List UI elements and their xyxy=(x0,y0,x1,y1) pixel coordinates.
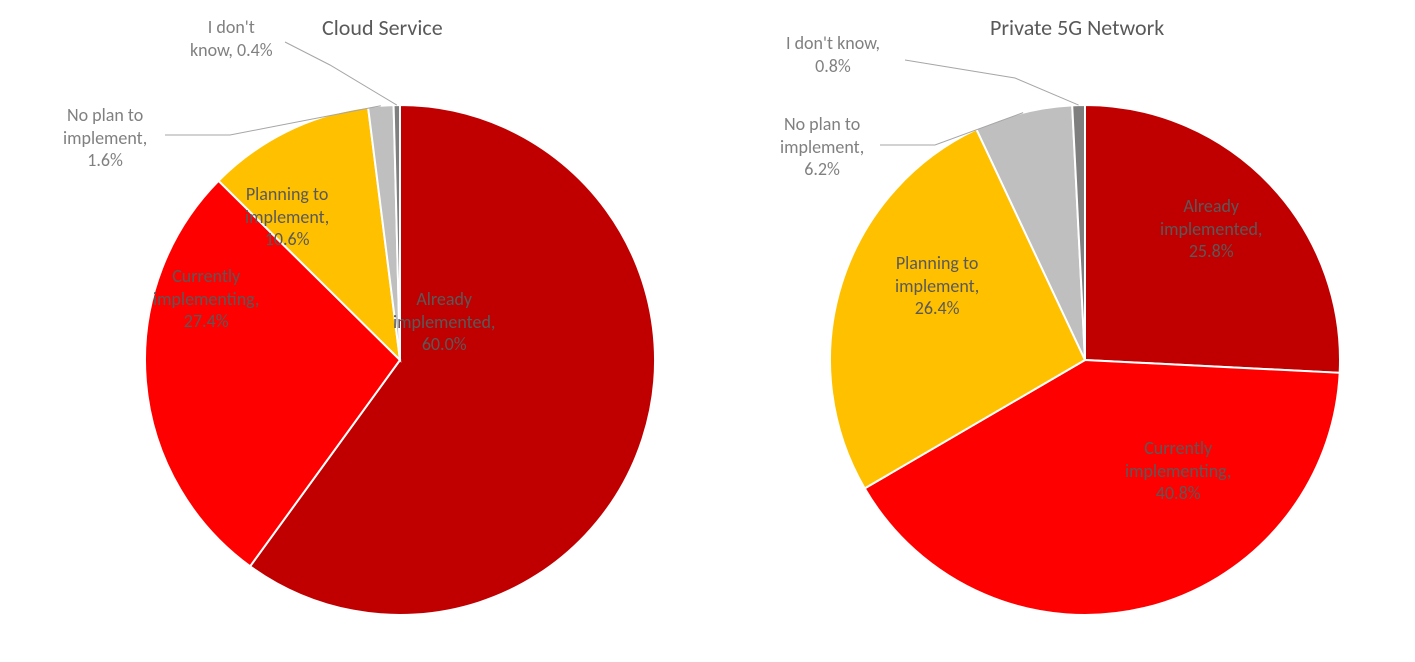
leader-line xyxy=(285,42,397,105)
label-right-current: Currently implementing, 40.8% xyxy=(1125,437,1231,505)
label-right-noplan: No plan to implement, 6.2% xyxy=(780,113,864,181)
label-left-current: Currently implementing, 27.4% xyxy=(153,265,259,333)
label-right-already: Already implemented, 25.8% xyxy=(1160,195,1262,263)
label-left-noplan: No plan to implement, 1.6% xyxy=(63,104,147,172)
chart-container: Cloud Service Private 5G Network Already… xyxy=(0,0,1415,662)
chart-title-right: Private 5G Network xyxy=(990,14,1164,41)
leader-line xyxy=(905,60,1079,105)
label-right-plan: Planning to implement, 26.4% xyxy=(895,252,979,320)
label-left-already: Already implemented, 60.0% xyxy=(393,288,495,356)
label-left-dontknow: I don't know, 0.4% xyxy=(190,16,273,61)
label-left-plan: Planning to implement, 10.6% xyxy=(245,183,329,251)
label-right-dontknow: I don't know, 0.8% xyxy=(786,32,880,77)
chart-title-left: Cloud Service xyxy=(322,14,443,41)
